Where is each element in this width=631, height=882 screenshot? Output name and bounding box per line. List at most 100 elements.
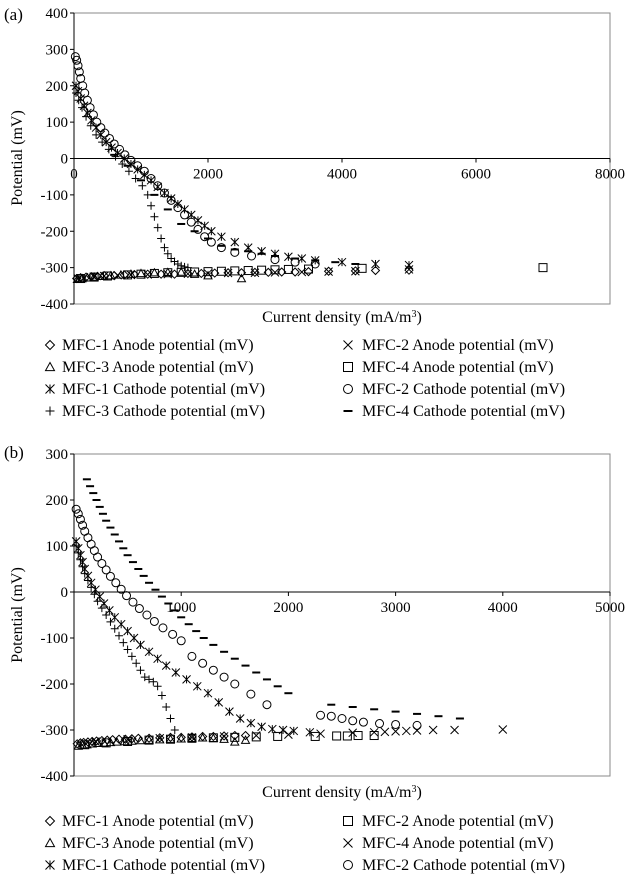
data-point xyxy=(97,558,107,568)
legend-marker xyxy=(44,339,56,351)
data-point xyxy=(200,232,210,242)
data-point xyxy=(332,731,342,741)
x-axis-label-superscript: 3 xyxy=(411,309,416,320)
data-point xyxy=(114,734,124,744)
data-point xyxy=(230,730,240,741)
y-tick-label: -200 xyxy=(41,677,69,693)
series-4 xyxy=(91,725,508,746)
data-point xyxy=(404,260,414,270)
data-point xyxy=(97,271,107,281)
data-point xyxy=(186,210,196,220)
data-point xyxy=(120,150,130,160)
data-point xyxy=(187,732,197,742)
data-point xyxy=(337,257,347,267)
data-point xyxy=(538,263,548,273)
y-tick-label: -300 xyxy=(41,261,69,277)
data-point xyxy=(193,224,203,234)
panel-label: (a) xyxy=(4,5,23,24)
data-point xyxy=(82,739,92,749)
data-point xyxy=(326,711,336,721)
data-point xyxy=(87,583,96,592)
legend-marker xyxy=(44,361,56,372)
y-tick-label: -400 xyxy=(41,297,69,313)
data-point xyxy=(122,591,132,601)
data-point xyxy=(176,636,186,646)
y-axis-label: Potential (mV) xyxy=(9,567,26,663)
data-point xyxy=(105,133,115,143)
data-point xyxy=(391,719,401,729)
data-point xyxy=(92,738,103,748)
data-point xyxy=(197,732,208,742)
data-point xyxy=(126,269,136,278)
data-point xyxy=(173,203,183,213)
y-tick-label: -300 xyxy=(41,723,69,739)
data-point xyxy=(96,123,106,133)
data-point xyxy=(123,645,132,654)
legend-label: MFC-3 Cathode potential (mV) xyxy=(62,403,265,420)
x-tick-label: 5000 xyxy=(595,600,625,616)
data-point xyxy=(124,167,133,176)
panel-label: (b) xyxy=(4,443,24,462)
data-point xyxy=(146,174,156,184)
data-point xyxy=(70,52,80,62)
data-point xyxy=(160,243,169,252)
data-point xyxy=(273,731,283,741)
data-point xyxy=(187,733,197,742)
data-point xyxy=(180,262,189,271)
data-point xyxy=(305,727,315,737)
legend-label: MFC-2 Anode potential (mV) xyxy=(362,337,554,354)
data-point xyxy=(186,217,196,227)
data-point xyxy=(89,272,99,281)
data-point xyxy=(155,733,165,743)
data-point xyxy=(246,689,256,699)
data-point xyxy=(187,733,197,742)
data-point xyxy=(180,210,190,220)
data-point xyxy=(404,265,414,275)
legend-marker xyxy=(45,860,55,870)
y-tick-label: 0 xyxy=(61,152,69,168)
data-point xyxy=(116,584,126,594)
data-point xyxy=(391,727,400,736)
data-point xyxy=(197,731,208,742)
data-point xyxy=(76,274,86,284)
data-point xyxy=(267,724,277,734)
data-point xyxy=(157,691,166,700)
data-point xyxy=(150,212,159,221)
data-point xyxy=(128,597,138,607)
data-point xyxy=(198,658,208,668)
y-tick-label: 300 xyxy=(46,42,69,58)
x-axis-label: Current density (mA/m3) xyxy=(262,309,422,327)
data-point xyxy=(85,103,95,113)
plot-area xyxy=(73,453,611,777)
legend-marker xyxy=(45,384,55,394)
data-point xyxy=(270,268,280,277)
data-point xyxy=(78,81,88,91)
data-point xyxy=(217,232,226,242)
legend-marker xyxy=(343,838,353,848)
data-point xyxy=(115,144,125,154)
legend-label: MFC-1 Anode potential (mV) xyxy=(62,813,254,830)
data-point xyxy=(153,223,162,232)
data-point xyxy=(72,55,82,65)
data-point xyxy=(225,707,234,716)
data-point xyxy=(103,271,112,281)
data-point xyxy=(153,682,162,691)
data-point xyxy=(136,640,145,650)
data-point xyxy=(230,237,240,247)
data-point xyxy=(135,735,146,745)
x-tick-label: 3000 xyxy=(381,600,411,616)
data-point xyxy=(86,121,95,130)
data-point xyxy=(176,732,186,743)
x-axis-label-end: ) xyxy=(416,784,421,801)
data-point xyxy=(289,726,299,736)
data-point xyxy=(278,725,288,735)
data-point xyxy=(77,273,87,283)
legend-marker xyxy=(343,816,353,826)
data-point xyxy=(73,61,83,71)
data-point xyxy=(190,267,200,277)
data-point xyxy=(203,688,213,698)
data-point xyxy=(87,115,96,125)
y-tick-label: 200 xyxy=(46,493,69,509)
data-point xyxy=(163,249,172,258)
data-point xyxy=(159,188,169,198)
